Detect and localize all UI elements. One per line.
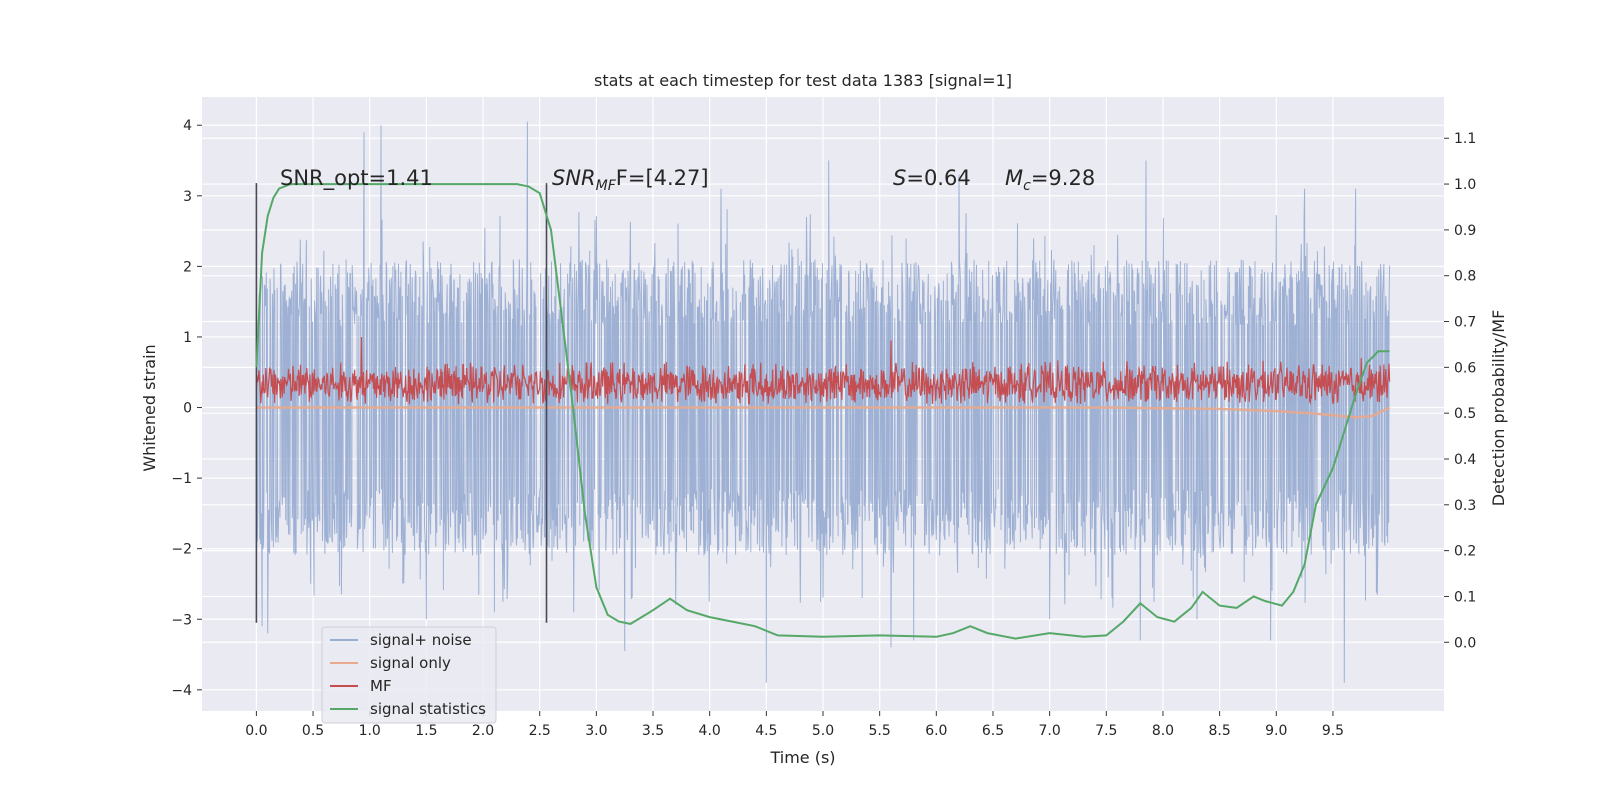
y-axis-left-label: Whitened strain [140, 344, 159, 471]
y-right-tick-label: 0.2 [1454, 544, 1476, 560]
series-signal-statistics [255, 183, 1390, 640]
x-tick-label: 4.5 [755, 723, 777, 739]
x-tick-label: 4.0 [699, 723, 721, 739]
y-left-tick-label: 3 [183, 189, 192, 205]
series-signal-only [256, 406, 1391, 419]
x-tick-label: 2.0 [472, 723, 494, 739]
x-tick-label: 3.0 [585, 723, 607, 739]
y-axis-right-ticks: 1.1 1.0 0.9 0.8 0.7 0.6 0.5 0.4 0.3 0.2 0.1 0.0 [1444, 131, 1476, 651]
x-tick-label: 6.5 [982, 723, 1004, 739]
annotation-s: S=0.64 [893, 166, 971, 190]
annotation-mc: Mc=9.28 [1005, 166, 1095, 194]
legend-label-signal-noise: signal+ noise [370, 631, 472, 649]
mf-line [255, 336, 1391, 405]
x-tick-label: 0.5 [302, 723, 324, 739]
annotation-snr-mf-rest: F=[4.27] [616, 166, 709, 190]
y-right-tick-label: 0.0 [1454, 635, 1476, 651]
annotation-mc-sub: c [1023, 178, 1031, 194]
y-left-tick-label: 0 [183, 401, 192, 417]
series-mf [255, 336, 1391, 405]
y-right-tick-label: 1.0 [1454, 177, 1476, 193]
signal-noise-line [255, 121, 1391, 683]
annotation-s-rest: =0.64 [906, 166, 970, 190]
x-tick-label: 1.5 [415, 723, 437, 739]
annotation-mc-rest: =9.28 [1031, 166, 1095, 190]
x-tick-label: 8.0 [1152, 723, 1174, 739]
legend: signal+ noise signal only MF signal stat… [321, 626, 497, 724]
x-tick-label: 0.0 [245, 723, 267, 739]
x-tick-label: 5.0 [812, 723, 834, 739]
x-tick-label: 6.0 [925, 723, 947, 739]
y-right-tick-label: 0.3 [1454, 498, 1476, 514]
x-tick-label: 5.5 [869, 723, 891, 739]
annotation-snr-opt: SNR_opt=1.41 [280, 166, 433, 191]
x-tick-label: 2.5 [529, 723, 551, 739]
legend-label-signal-statistics: signal statistics [370, 700, 486, 718]
annotation-s-main: S [893, 166, 906, 190]
series-signal-noise [255, 121, 1391, 683]
y-left-tick-label: 2 [183, 259, 192, 275]
y-axis-right-label: Detection probability/MF [1489, 310, 1508, 507]
y-right-tick-label: 0.4 [1454, 452, 1476, 468]
y-right-tick-label: 0.7 [1454, 315, 1476, 331]
signal-statistics-line [255, 183, 1390, 640]
y-left-tick-label: 4 [183, 118, 192, 134]
annotation-snr-mf-sub: MF [596, 178, 617, 194]
y-right-tick-label: 0.8 [1454, 269, 1476, 285]
x-tick-label: 7.0 [1039, 723, 1061, 739]
x-axis-label: Time (s) [769, 748, 835, 767]
x-tick-label: 7.5 [1095, 723, 1117, 739]
y-right-tick-label: 0.9 [1454, 223, 1476, 239]
signal-only-line [256, 406, 1391, 419]
annotation-mc-main: M [1005, 166, 1023, 190]
y-left-tick-label: −1 [171, 471, 192, 487]
chart-title: stats at each timestep for test data 138… [594, 71, 1012, 90]
y-right-tick-label: 1.1 [1454, 131, 1476, 147]
x-tick-label: 8.5 [1208, 723, 1230, 739]
y-left-tick-label: −2 [171, 542, 192, 558]
y-right-tick-label: 0.6 [1454, 360, 1476, 376]
legend-label-signal-only: signal only [370, 654, 451, 672]
y-right-tick-label: 0.5 [1454, 406, 1476, 422]
y-left-tick-label: −4 [171, 683, 192, 699]
y-left-tick-label: −3 [171, 612, 192, 628]
y-left-tick-label: 1 [183, 330, 192, 346]
x-tick-label: 9.0 [1265, 723, 1287, 739]
legend-label-mf: MF [370, 677, 392, 695]
annotation-snr-mf: SNRMFF=[4.27] [552, 166, 709, 194]
x-tick-label: 1.0 [359, 723, 381, 739]
y-right-tick-label: 0.1 [1454, 589, 1476, 605]
vertical-markers [255, 183, 548, 623]
x-axis-ticks: 0.0 0.5 1.0 1.5 2.0 2.5 3.0 3.5 4.0 4.5 5.0 5.5 6.0 6… [245, 711, 1344, 739]
x-tick-label: 3.5 [642, 723, 664, 739]
y-axis-left-ticks: 4 3 2 1 0 −1 −2 −3 −4 [171, 118, 202, 699]
x-tick-label: 9.5 [1322, 723, 1344, 739]
annotation-snr-mf-main: SNR [552, 166, 596, 190]
